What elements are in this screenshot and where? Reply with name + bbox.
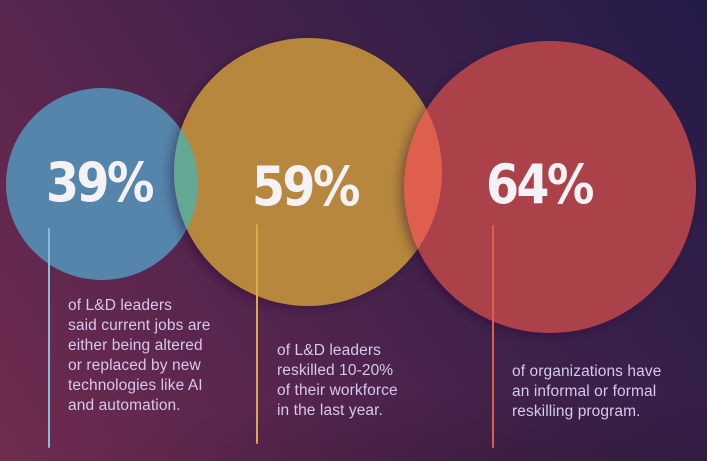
stat2-value: 59% (252, 155, 360, 218)
stat1-circle (6, 88, 198, 280)
stat1-connector-line (48, 228, 50, 448)
stat3-value: 64% (486, 153, 594, 216)
stat2-description: of L&D leaders reskilled 10-20% of their… (277, 342, 398, 419)
stat1-value: 39% (46, 151, 154, 214)
stat1-description: of L&D leaders said current jobs are eit… (68, 297, 211, 414)
stat3-circle (404, 41, 696, 333)
stat2-circle (174, 38, 442, 306)
stat3-connector-line (492, 225, 494, 448)
stat2-connector-line (256, 224, 258, 444)
stat3-description: of organizations have an informal or for… (512, 363, 662, 420)
